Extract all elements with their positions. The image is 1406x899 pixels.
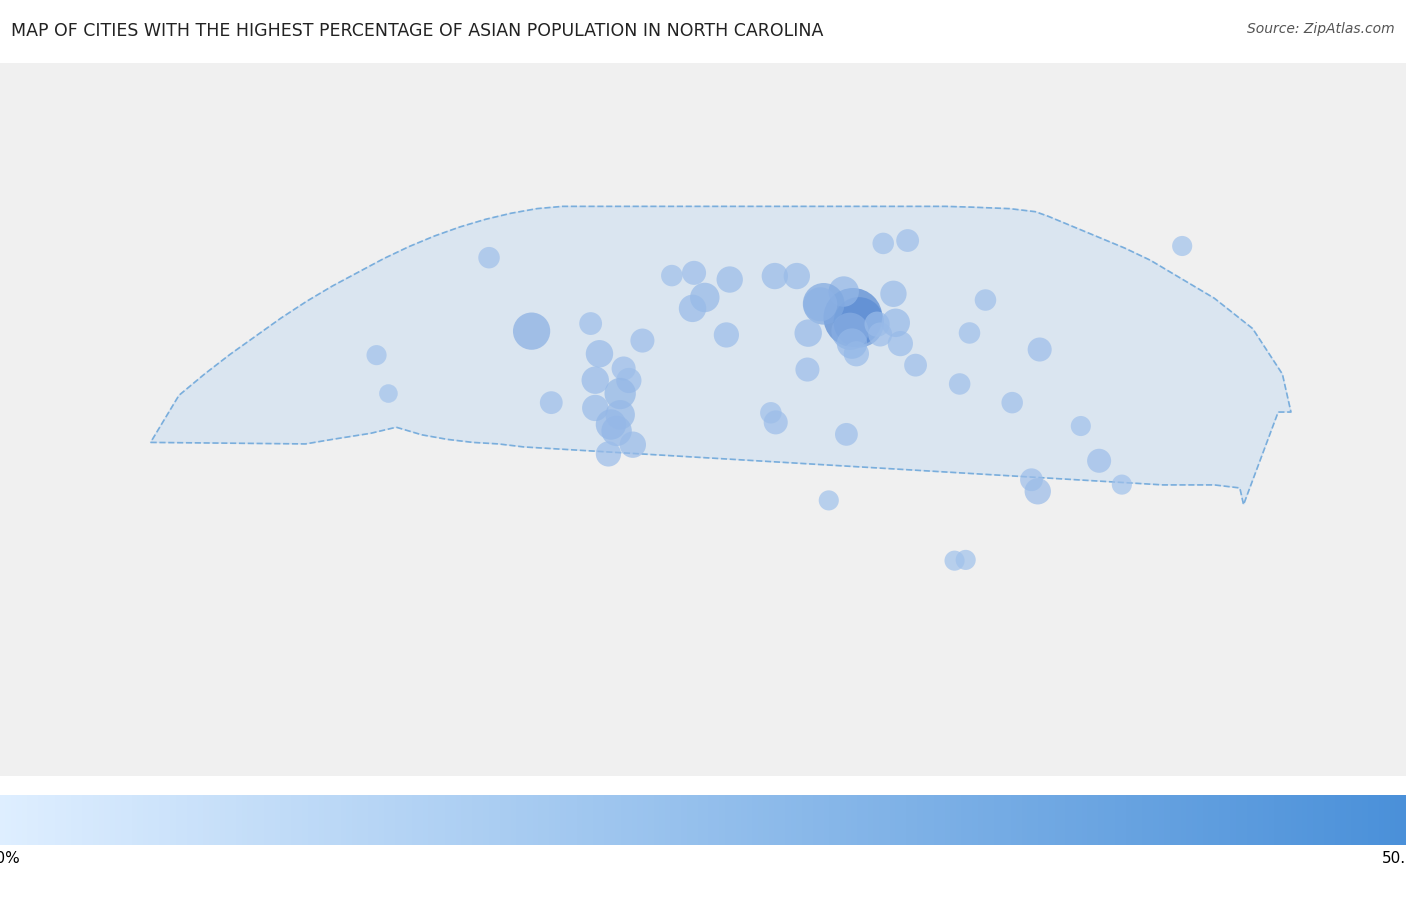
Point [682, 301, 704, 316]
Point [897, 234, 920, 248]
Point [813, 297, 835, 311]
Point [866, 317, 889, 332]
Point [763, 269, 786, 283]
Point [872, 236, 894, 251]
Point [869, 327, 891, 342]
Point [835, 427, 858, 441]
Point [609, 407, 631, 422]
Point [817, 494, 839, 508]
Polygon shape [150, 207, 1291, 504]
Point [631, 334, 654, 348]
Point [621, 438, 644, 452]
Point [609, 387, 631, 401]
Point [959, 325, 981, 340]
Point [693, 290, 716, 305]
Point [796, 362, 818, 377]
Point [882, 287, 904, 301]
Point [839, 325, 862, 339]
Point [943, 554, 966, 568]
Point [808, 297, 831, 311]
Point [955, 553, 977, 567]
Point [889, 336, 911, 351]
Point [718, 272, 741, 287]
Point [1028, 343, 1050, 357]
Point [588, 347, 610, 361]
Point [1171, 239, 1194, 254]
Point [683, 266, 706, 280]
Point [1026, 484, 1049, 498]
Point [759, 405, 782, 420]
Point [1001, 396, 1024, 410]
Point [1111, 477, 1133, 492]
Point [848, 316, 870, 330]
Point [904, 358, 927, 372]
Point [842, 310, 865, 325]
Point [716, 328, 738, 343]
Point [974, 293, 997, 307]
Point [832, 284, 855, 298]
Text: MAP OF CITIES WITH THE HIGHEST PERCENTAGE OF ASIAN POPULATION IN NORTH CAROLINA: MAP OF CITIES WITH THE HIGHEST PERCENTAG… [11, 22, 824, 40]
Point [598, 447, 620, 461]
Point [478, 251, 501, 265]
Point [884, 316, 907, 330]
Point [786, 269, 808, 283]
Point [765, 415, 787, 430]
Point [1021, 473, 1043, 487]
Point [583, 401, 606, 415]
Point [540, 396, 562, 410]
Point [613, 361, 636, 376]
Point [841, 336, 863, 351]
Point [583, 373, 606, 387]
Point [579, 316, 602, 331]
Point [1088, 454, 1111, 468]
Point [797, 326, 820, 341]
Point [366, 348, 388, 362]
Point [661, 269, 683, 283]
Text: Source: ZipAtlas.com: Source: ZipAtlas.com [1247, 22, 1395, 37]
Point [949, 377, 972, 391]
Point [600, 417, 623, 432]
Point [606, 423, 628, 438]
Point [1070, 419, 1092, 433]
Point [377, 387, 399, 401]
Point [520, 324, 543, 338]
Point [845, 347, 868, 361]
Point [617, 373, 640, 387]
